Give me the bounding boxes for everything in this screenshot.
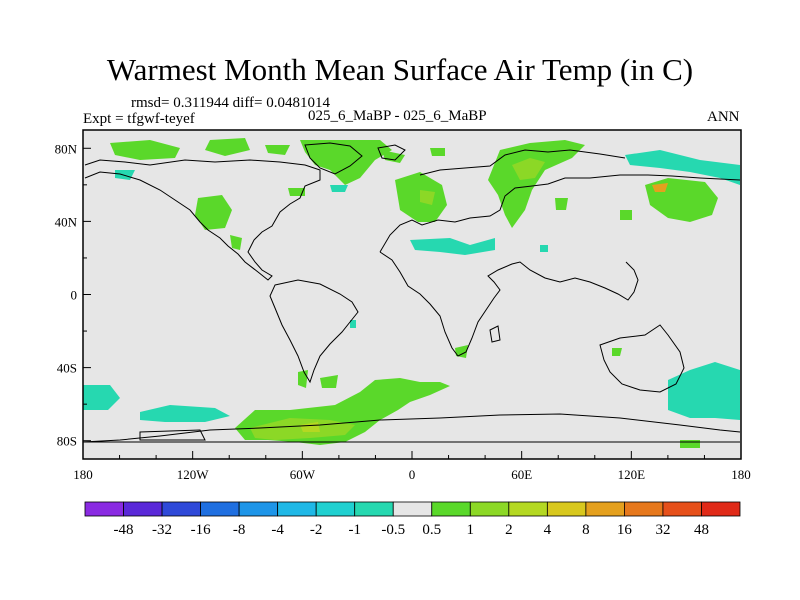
lat-tick-label: 80S [57,434,77,449]
colorbar-label: 0.5 [422,522,441,538]
colorbar-label: 2 [505,522,513,538]
colorbar-swatch [84,501,124,517]
lat-tick-label: 40S [57,361,77,376]
colorbar-label: 1 [467,522,475,538]
lon-tick-label: 60E [511,467,532,482]
colorbar-swatch [123,501,163,517]
colorbar-swatch [315,501,356,517]
colorbar-label: -1 [348,522,361,538]
expt-label: Expt = tfgwf-teyef [83,111,195,127]
colorbar-label: -32 [152,522,172,538]
colorbar-label: -2 [310,522,323,538]
colorbar-swatch [431,501,471,517]
colorbar-swatch [701,501,741,517]
lon-tick-label: 180 [73,467,93,482]
lon-axis: 180 120W 60W 0 60E 120E 180 [73,451,751,482]
colorbar-swatch [200,501,240,517]
colorbar-swatch [662,501,702,517]
coastlines [82,142,741,443]
colorbar-label: -0.5 [381,522,405,538]
colorbar-swatch [585,501,625,517]
colorbar-label: -4 [271,522,284,538]
lon-tick-label: 0 [409,467,416,482]
lon-tick-label: 60W [290,467,316,482]
colorbar-swatch [546,501,587,517]
colorbar-swatch [508,501,548,517]
colorbar-swatch [161,501,201,517]
lat-tick-label: 0 [71,288,78,303]
colorbar-label: -16 [191,522,211,538]
colorbar-label: 16 [617,522,633,538]
colorbar-label: -8 [233,522,246,538]
colorbar-label: 32 [655,522,670,538]
colorbar-swatch [624,501,664,517]
map-title: Warmest Month Mean Surface Air Temp (in … [106,52,694,87]
lat-tick-label: 40N [55,214,78,229]
colorbar-labels: -48 -32 -16 -8 -4 -2 -1 -0.5 0.5 1 2 4 8 16 32 48 [114,522,709,538]
season-label: ANN [707,109,740,125]
colorbar-label: 4 [544,522,552,538]
lat-tick-label: 80N [55,141,78,156]
lon-tick-label: 180 [731,467,751,482]
colorbar [84,501,741,517]
colorbar-swatch [354,501,394,517]
colorbar-swatch [277,501,317,517]
lon-tick-label: 120E [618,467,646,482]
lat-axis: 80N 40N 0 40S 80S [55,141,91,449]
colorbar-swatch [238,501,279,517]
colorbar-label: 8 [582,522,590,538]
center-label: 025_6_MaBP - 025_6_MaBP [308,108,487,124]
colorbar-swatch [392,501,433,517]
colorbar-label: -48 [114,522,134,538]
stats-text: rmsd= 0.311944 diff= 0.0481014 [131,95,330,111]
anomaly-field [83,138,740,448]
colorbar-swatch [469,501,510,517]
lon-tick-label: 120W [177,467,210,482]
colorbar-label: 48 [694,522,709,538]
